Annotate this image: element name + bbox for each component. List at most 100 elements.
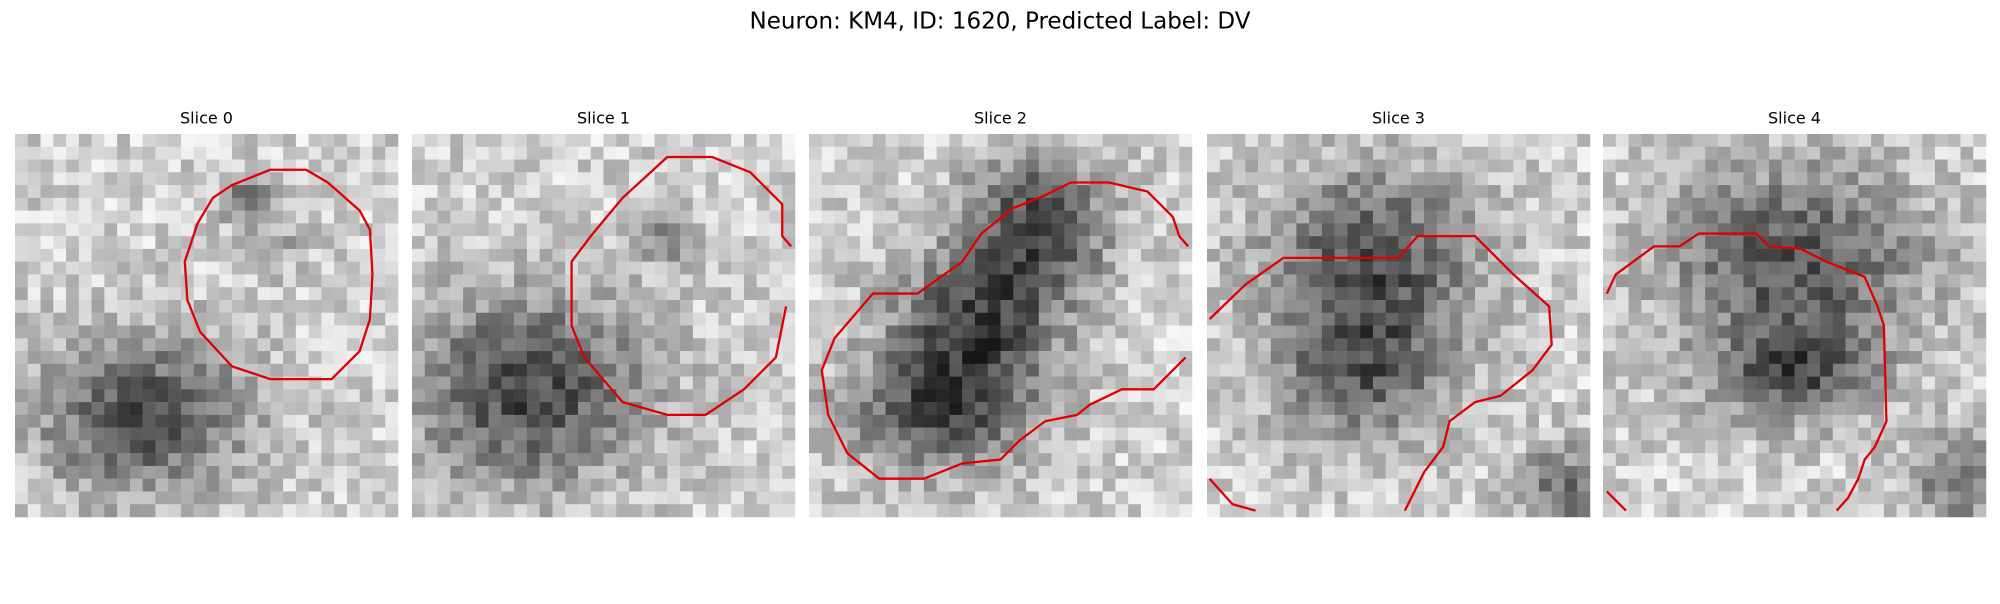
pixel xyxy=(1743,414,1757,428)
pixel xyxy=(372,402,386,416)
pixel xyxy=(1794,261,1808,275)
pixel xyxy=(1462,146,1476,160)
pixel xyxy=(1858,376,1872,390)
pixel xyxy=(1321,172,1335,186)
pixel xyxy=(66,299,80,313)
pixel xyxy=(1730,159,1744,173)
pixel xyxy=(1500,363,1514,377)
pixel xyxy=(987,376,1001,390)
pixel xyxy=(475,223,489,237)
pixel xyxy=(27,478,41,492)
pixel xyxy=(1807,172,1821,186)
pixel xyxy=(590,389,604,403)
pixel xyxy=(782,504,796,518)
pixel xyxy=(1705,236,1719,250)
pixel xyxy=(257,159,271,173)
pixel xyxy=(1768,287,1782,301)
pixel xyxy=(501,427,515,441)
pixel xyxy=(1270,172,1284,186)
pixel xyxy=(1219,363,1233,377)
pixel xyxy=(911,312,925,326)
pixel xyxy=(1077,134,1091,148)
pixel xyxy=(1360,134,1374,148)
pixel xyxy=(1398,210,1412,224)
pixel xyxy=(1309,248,1323,262)
pixel xyxy=(346,134,360,148)
pixel xyxy=(705,414,719,428)
pixel xyxy=(885,210,899,224)
pixel xyxy=(463,351,477,365)
pixel xyxy=(372,427,386,441)
pixel xyxy=(1692,146,1706,160)
pixel xyxy=(1603,338,1617,352)
pixel xyxy=(1743,363,1757,377)
pixel xyxy=(1283,363,1297,377)
pixel xyxy=(283,287,297,301)
pixel xyxy=(769,453,783,467)
pixel xyxy=(1026,236,1040,250)
pixel xyxy=(1756,197,1770,211)
pixel xyxy=(1436,210,1450,224)
pixel xyxy=(91,197,105,211)
pixel xyxy=(283,223,297,237)
pixel xyxy=(731,223,745,237)
pixel xyxy=(718,197,732,211)
pixel xyxy=(372,172,386,186)
pixel xyxy=(180,465,194,479)
pixel xyxy=(295,504,309,518)
pixel xyxy=(1334,504,1348,518)
pixel xyxy=(66,363,80,377)
pixel xyxy=(244,210,258,224)
pixel xyxy=(1781,402,1795,416)
pixel xyxy=(1153,146,1167,160)
pixel xyxy=(1385,159,1399,173)
pixel xyxy=(53,427,67,441)
pixel xyxy=(1347,338,1361,352)
pixel xyxy=(526,351,540,365)
pixel xyxy=(911,146,925,160)
pixel xyxy=(385,325,399,339)
pixel xyxy=(1232,287,1246,301)
pixel xyxy=(257,146,271,160)
pixel xyxy=(834,465,848,479)
pixel xyxy=(1538,134,1552,148)
pixel xyxy=(590,312,604,326)
pixel xyxy=(936,440,950,454)
pixel xyxy=(1896,325,1910,339)
pixel xyxy=(1871,338,1885,352)
pixel xyxy=(1166,453,1180,467)
pixel xyxy=(641,389,655,403)
pixel xyxy=(1309,210,1323,224)
pixel xyxy=(1321,274,1335,288)
pixel xyxy=(1166,427,1180,441)
pixel xyxy=(1385,504,1399,518)
pixel xyxy=(1896,210,1910,224)
pixel xyxy=(1309,159,1323,173)
pixel xyxy=(1360,504,1374,518)
pixel xyxy=(1513,248,1527,262)
pixel xyxy=(654,440,668,454)
pixel xyxy=(1960,414,1974,428)
pixel xyxy=(692,338,706,352)
pixel xyxy=(1500,338,1514,352)
pixel xyxy=(1947,427,1961,441)
pixel xyxy=(1245,236,1259,250)
pixel xyxy=(1551,134,1565,148)
pixel xyxy=(1140,363,1154,377)
pixel xyxy=(1372,287,1386,301)
pixel xyxy=(1115,491,1129,505)
pixel xyxy=(142,248,156,262)
pixel xyxy=(1551,414,1565,428)
pixel xyxy=(1038,223,1052,237)
pixel xyxy=(1309,491,1323,505)
pixel xyxy=(629,376,643,390)
pixel xyxy=(1128,274,1142,288)
pixel xyxy=(117,146,131,160)
pixel xyxy=(1526,414,1540,428)
pixel xyxy=(53,146,67,160)
pixel xyxy=(270,504,284,518)
pixel xyxy=(206,274,220,288)
pixel xyxy=(1526,325,1540,339)
pixel xyxy=(577,312,591,326)
pixel xyxy=(1756,478,1770,492)
